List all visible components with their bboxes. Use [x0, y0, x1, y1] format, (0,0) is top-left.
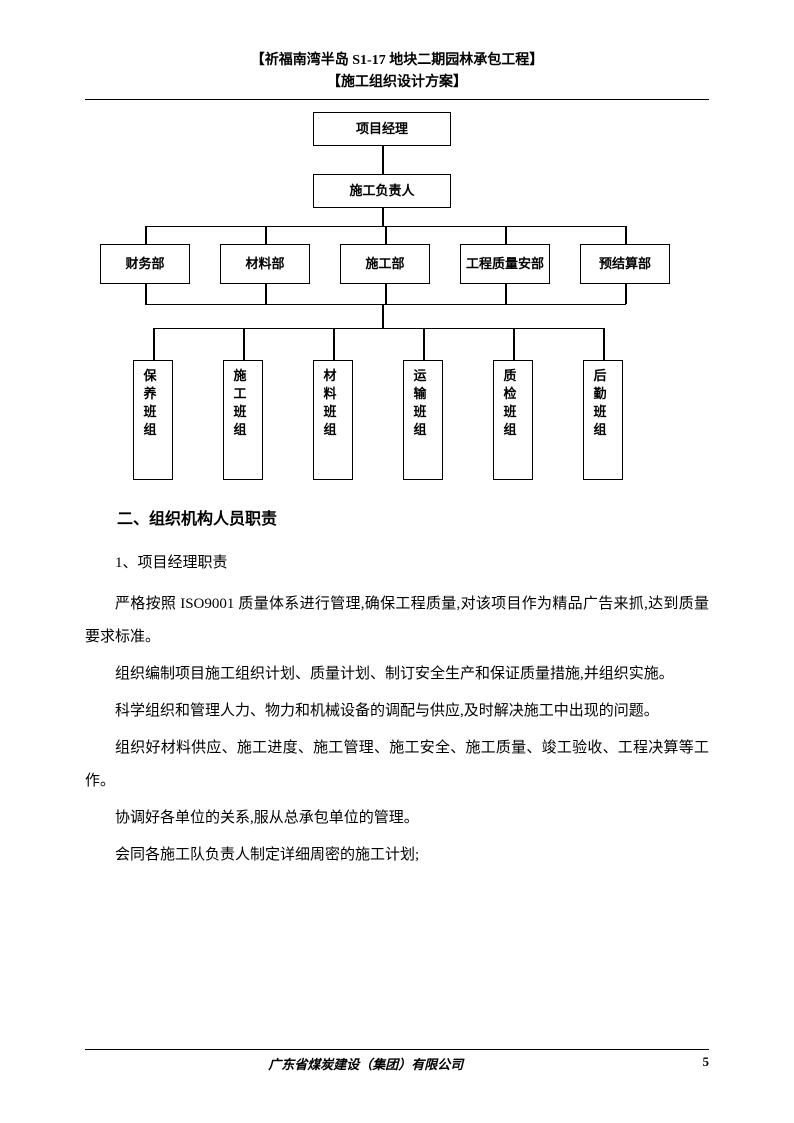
node-material-team: 材料班组 — [313, 360, 353, 480]
connector — [603, 328, 605, 360]
node-maintenance-team: 保养班组 — [133, 360, 173, 480]
connector — [382, 304, 384, 328]
section-title: 二、组织机构人员职责 — [85, 502, 709, 537]
connector — [153, 328, 603, 330]
paragraph: 组织好材料供应、施工进度、施工管理、施工安全、施工质量、竣工验收、工程决算等工作… — [85, 732, 709, 798]
page-header: 【祈福南湾半岛 S1-17 地块二期园林承包工程】 【施工组织设计方案】 — [85, 50, 709, 100]
connector — [513, 328, 515, 360]
node-quality-team: 质检班组 — [493, 360, 533, 480]
footer-company: 广东省煤炭建设（集团）有限公司 — [85, 1054, 647, 1073]
header-line1: 【祈福南湾半岛 S1-17 地块二期园林承包工程】 — [85, 50, 709, 72]
connector — [505, 226, 507, 244]
node-budget-dept: 预结算部 — [580, 244, 670, 284]
node-construction-team: 施工班组 — [223, 360, 263, 480]
connector — [145, 226, 147, 244]
connector — [145, 304, 626, 306]
connector — [333, 328, 335, 360]
node-construction-lead: 施工负责人 — [313, 174, 451, 208]
connector — [505, 284, 507, 304]
paragraph: 组织编制项目施工组织计划、质量计划、制订安全生产和保证质量措施,并组织实施。 — [85, 658, 709, 691]
sub-title: 1、项目经理职责 — [85, 547, 709, 580]
node-material-dept: 材料部 — [220, 244, 310, 284]
node-construction-dept: 施工部 — [340, 244, 430, 284]
connector — [625, 226, 627, 244]
page-footer: 广东省煤炭建设（集团）有限公司 5 — [85, 1049, 709, 1073]
connector — [423, 328, 425, 360]
node-project-manager: 项目经理 — [313, 112, 451, 146]
paragraph: 会同各施工队负责人制定详细周密的施工计划; — [85, 839, 709, 872]
org-chart: 项目经理 施工负责人 财务部 材料部 施工部 工程质量安部 预结算部 保养班组 … — [85, 112, 709, 482]
node-logistics-team: 后勤班组 — [583, 360, 623, 480]
node-quality-dept: 工程质量安部 — [460, 244, 550, 284]
connector — [625, 284, 627, 304]
page-number: 5 — [703, 1054, 710, 1070]
connector — [382, 146, 384, 174]
connector — [385, 284, 387, 304]
paragraph: 协调好各单位的关系,服从总承包单位的管理。 — [85, 802, 709, 835]
connector — [382, 208, 384, 226]
node-finance-dept: 财务部 — [100, 244, 190, 284]
node-transport-team: 运输班组 — [403, 360, 443, 480]
connector — [265, 284, 267, 304]
connector — [265, 226, 267, 244]
connector — [153, 328, 155, 360]
paragraph: 科学组织和管理人力、物力和机械设备的调配与供应,及时解决施工中出现的问题。 — [85, 695, 709, 728]
connector — [385, 226, 387, 244]
paragraph: 严格按照 ISO9001 质量体系进行管理,确保工程质量,对该项目作为精品广告来… — [85, 588, 709, 654]
connector — [145, 284, 147, 304]
connector — [243, 328, 245, 360]
document-content: 二、组织机构人员职责 1、项目经理职责 严格按照 ISO9001 质量体系进行管… — [85, 502, 709, 872]
header-line2: 【施工组织设计方案】 — [85, 72, 709, 94]
